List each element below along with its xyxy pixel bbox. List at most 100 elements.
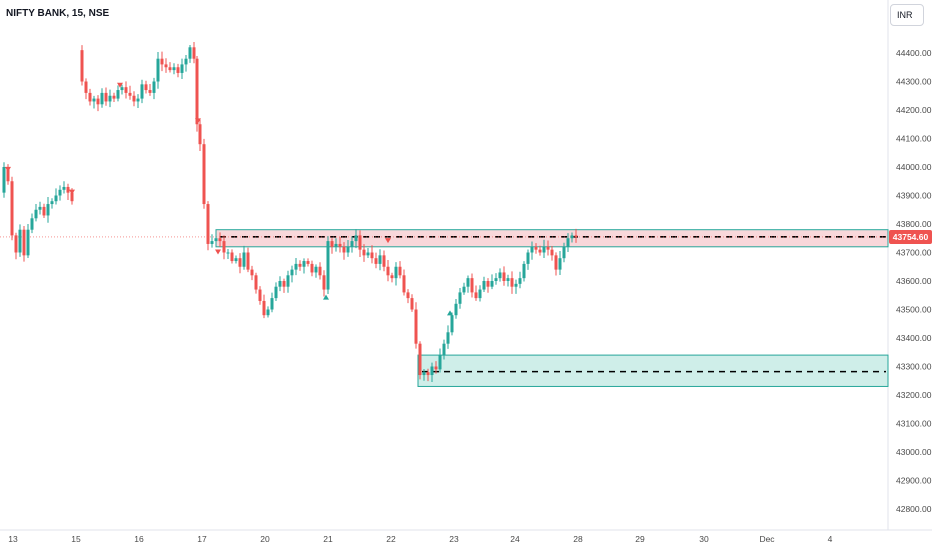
candle-body	[270, 298, 274, 310]
candle-body	[362, 249, 366, 256]
candle-body	[70, 192, 74, 202]
candle-body	[486, 281, 490, 287]
candle-body	[250, 269, 254, 276]
candle-body	[50, 201, 54, 205]
candle-body	[18, 229, 22, 253]
candle-body	[494, 278, 498, 281]
candle-body	[120, 87, 124, 91]
time-tick-label: 21	[323, 534, 333, 544]
candle-body	[160, 58, 164, 65]
price-tick-label: 44100.00	[896, 134, 932, 144]
candle-body	[294, 263, 298, 270]
candle-body	[522, 263, 526, 279]
candle-body	[266, 309, 270, 316]
candle-body	[550, 249, 554, 256]
candle-body	[546, 246, 550, 250]
candle-body	[298, 263, 302, 267]
price-tick-label: 44200.00	[896, 105, 932, 115]
candle-body	[144, 84, 148, 91]
candle-body	[124, 87, 128, 93]
candle-body	[282, 281, 286, 287]
candle-body	[128, 92, 132, 96]
candle-body	[354, 235, 358, 242]
axis-labels-layer: 44400.00 44300.00 44200.00 44100.00 44000.00…	[8, 48, 932, 544]
price-tick-label: 43800.00	[896, 219, 932, 229]
candle-body	[458, 292, 462, 304]
candle-body	[26, 229, 30, 256]
currency-button[interactable]: INR	[890, 4, 924, 26]
candle-body	[538, 249, 542, 253]
candle-body	[386, 266, 390, 276]
candle-body	[238, 258, 242, 267]
time-tick-label: 16	[134, 534, 144, 544]
current-price-tag	[889, 229, 932, 244]
candle-body	[322, 275, 326, 290]
candle-body	[310, 263, 314, 273]
candle-body	[302, 261, 306, 267]
candle-body	[442, 343, 446, 356]
candle-body	[230, 252, 234, 262]
candle-body	[152, 81, 156, 93]
candle-body	[92, 98, 96, 102]
candle-body	[226, 252, 230, 254]
price-tick-label: 43300.00	[896, 362, 932, 372]
candle-body	[42, 206, 46, 216]
candle-body	[394, 266, 398, 279]
candle-body	[206, 204, 210, 244]
candle-body	[96, 98, 100, 105]
candle-body	[136, 98, 140, 102]
candle-body	[514, 283, 518, 287]
price-tick-label: 43100.00	[896, 419, 932, 429]
candle-body	[164, 64, 168, 68]
candle-body	[172, 67, 176, 71]
candle-body	[378, 255, 382, 264]
candle-body	[366, 252, 370, 256]
candle-body	[334, 243, 338, 247]
candle-body	[38, 206, 42, 210]
candle-body	[482, 281, 486, 290]
candle-body	[180, 64, 184, 73]
sell-signal-marker	[215, 249, 221, 255]
candle-body	[88, 92, 92, 102]
current-price-label: 43754.60	[893, 232, 929, 242]
candle-body	[530, 246, 534, 253]
time-tick-label: 15	[71, 534, 81, 544]
price-tick-label: 44400.00	[896, 48, 932, 58]
candle-body	[510, 278, 514, 287]
candle-body	[454, 303, 458, 316]
zones-layer	[0, 229, 889, 387]
candle-body	[446, 332, 450, 344]
candle-body	[84, 81, 88, 93]
time-tick-label: 17	[197, 534, 207, 544]
candle-body	[350, 241, 354, 247]
resistance-zone	[215, 229, 889, 248]
candle-body	[2, 167, 6, 193]
candle-body	[562, 246, 566, 259]
candle-body	[108, 95, 112, 102]
candle-body	[222, 241, 226, 253]
price-tick-label: 43600.00	[896, 276, 932, 286]
candle-body	[6, 167, 10, 182]
candle-body	[570, 235, 574, 239]
candle-body	[374, 258, 378, 264]
candle-body	[410, 298, 414, 310]
candle-body	[542, 246, 546, 253]
time-tick-label: 28	[573, 534, 583, 544]
candle-body	[462, 286, 466, 293]
candle-body	[58, 189, 62, 196]
candle-body	[290, 269, 294, 276]
candle-body	[116, 90, 120, 99]
candle-body	[140, 84, 144, 99]
candle-body	[534, 246, 538, 250]
time-tick-label: 24	[510, 534, 520, 544]
sell-signal-marker	[5, 166, 11, 172]
candle-body	[214, 238, 218, 242]
candle-body	[490, 281, 494, 287]
candle-body	[382, 255, 386, 267]
sell-signal-marker	[385, 238, 391, 244]
candle-body	[390, 275, 394, 279]
candle-body	[156, 58, 160, 82]
time-tick-label: 23	[449, 534, 459, 544]
candle-body	[195, 58, 199, 125]
